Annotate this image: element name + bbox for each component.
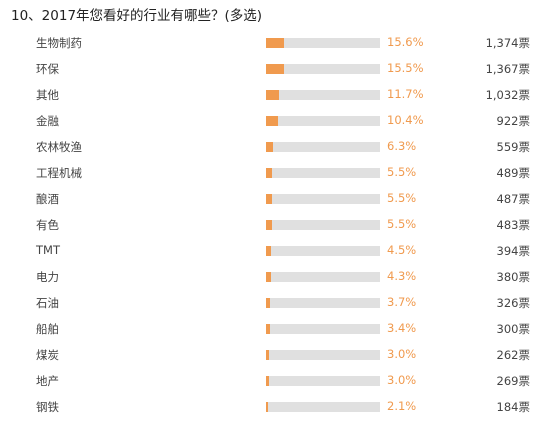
progress-bar-track — [266, 142, 380, 152]
progress-bar-track — [266, 298, 380, 308]
poll-option-row: 工程机械 5.5% 489票 — [0, 160, 550, 186]
option-label: 地产 — [36, 374, 59, 388]
poll-option-row: 金融 10.4% 922票 — [0, 108, 550, 134]
poll-option-row: 酿酒 5.5% 487票 — [0, 186, 550, 212]
poll-option-row: 有色 5.5% 483票 — [0, 212, 550, 238]
progress-bar-fill — [266, 246, 272, 256]
option-label: 电力 — [36, 270, 59, 284]
poll-option-row: 农林牧渔 6.3% 559票 — [0, 134, 550, 160]
option-votes: 1,367票 — [485, 62, 530, 76]
poll-option-row: 钢铁 2.1% 184票 — [0, 394, 550, 420]
progress-bar-fill — [266, 324, 270, 334]
poll-option-row: 煤炭 3.0% 262票 — [0, 342, 550, 368]
option-votes: 269票 — [496, 374, 530, 388]
poll-option-row: 环保 15.5% 1,367票 — [0, 56, 550, 82]
option-percent: 5.5% — [387, 165, 417, 179]
poll-option-row: 地产 3.0% 269票 — [0, 368, 550, 394]
option-votes: 380票 — [496, 270, 530, 284]
poll-option-row: 船舶 3.4% 300票 — [0, 316, 550, 342]
option-percent: 3.7% — [387, 295, 417, 309]
question-title: 10、2017年您看好的行业有哪些？(多选) — [11, 8, 263, 24]
progress-bar-fill — [266, 38, 284, 48]
progress-bar-fill — [266, 64, 284, 74]
poll-option-row: 石油 3.7% 326票 — [0, 290, 550, 316]
option-votes: 1,032票 — [485, 88, 530, 102]
progress-bar-track — [266, 376, 380, 386]
option-label: 其他 — [36, 88, 59, 102]
option-percent: 4.5% — [387, 243, 417, 257]
option-percent: 15.5% — [387, 61, 424, 75]
progress-bar-track — [266, 324, 380, 334]
option-label: 石油 — [36, 296, 59, 310]
poll-option-row: 其他 11.7% 1,032票 — [0, 82, 550, 108]
progress-bar-fill — [266, 350, 270, 360]
option-label: 工程机械 — [36, 166, 82, 180]
option-label: 酿酒 — [36, 192, 59, 206]
progress-bar-fill — [266, 298, 271, 308]
poll-option-row: 电力 4.3% 380票 — [0, 264, 550, 290]
option-percent: 10.4% — [387, 113, 424, 127]
option-percent: 5.5% — [387, 217, 417, 231]
progress-bar-fill — [266, 402, 269, 412]
option-label: 金融 — [36, 114, 59, 128]
option-label: 船舶 — [36, 322, 59, 336]
progress-bar-track — [266, 272, 380, 282]
progress-bar-fill — [266, 116, 278, 126]
progress-bar-fill — [266, 142, 274, 152]
progress-bar-fill — [266, 90, 280, 100]
option-percent: 3.0% — [387, 347, 417, 361]
option-label: 环保 — [36, 62, 59, 76]
progress-bar-fill — [266, 220, 273, 230]
option-percent: 3.4% — [387, 321, 417, 335]
progress-bar-fill — [266, 194, 273, 204]
option-votes: 1,374票 — [485, 36, 530, 50]
progress-bar-track — [266, 116, 380, 126]
option-label: 有色 — [36, 218, 59, 232]
option-label: 生物制药 — [36, 36, 82, 50]
option-percent: 4.3% — [387, 269, 417, 283]
progress-bar-track — [266, 38, 380, 48]
option-label: TMT — [36, 243, 60, 257]
poll-option-row: 生物制药 15.6% 1,374票 — [0, 30, 550, 56]
option-percent: 11.7% — [387, 87, 424, 101]
option-votes: 559票 — [496, 140, 530, 154]
option-percent: 6.3% — [387, 139, 417, 153]
poll-option-row: TMT 4.5% 394票 — [0, 238, 550, 264]
option-votes: 300票 — [496, 322, 530, 336]
option-percent: 2.1% — [387, 399, 417, 413]
progress-bar-track — [266, 246, 380, 256]
option-votes: 326票 — [496, 296, 530, 310]
poll-results-list: 生物制药 15.6% 1,374票 环保 15.5% 1,367票 其他 11.… — [0, 30, 550, 420]
progress-bar-track — [266, 350, 380, 360]
option-votes: 394票 — [496, 244, 530, 258]
option-label: 钢铁 — [36, 400, 59, 414]
progress-bar-track — [266, 168, 380, 178]
option-percent: 15.6% — [387, 35, 424, 49]
option-votes: 487票 — [496, 192, 530, 206]
option-label: 农林牧渔 — [36, 140, 82, 154]
progress-bar-fill — [266, 376, 270, 386]
option-percent: 5.5% — [387, 191, 417, 205]
progress-bar-track — [266, 194, 380, 204]
progress-bar-track — [266, 90, 380, 100]
option-votes: 262票 — [496, 348, 530, 362]
progress-bar-fill — [266, 272, 271, 282]
progress-bar-track — [266, 402, 380, 412]
progress-bar-track — [266, 220, 380, 230]
progress-bar-fill — [266, 168, 273, 178]
option-votes: 489票 — [496, 166, 530, 180]
option-percent: 3.0% — [387, 373, 417, 387]
option-label: 煤炭 — [36, 348, 59, 362]
progress-bar-track — [266, 64, 380, 74]
option-votes: 483票 — [496, 218, 530, 232]
option-votes: 184票 — [496, 400, 530, 414]
option-votes: 922票 — [496, 114, 530, 128]
